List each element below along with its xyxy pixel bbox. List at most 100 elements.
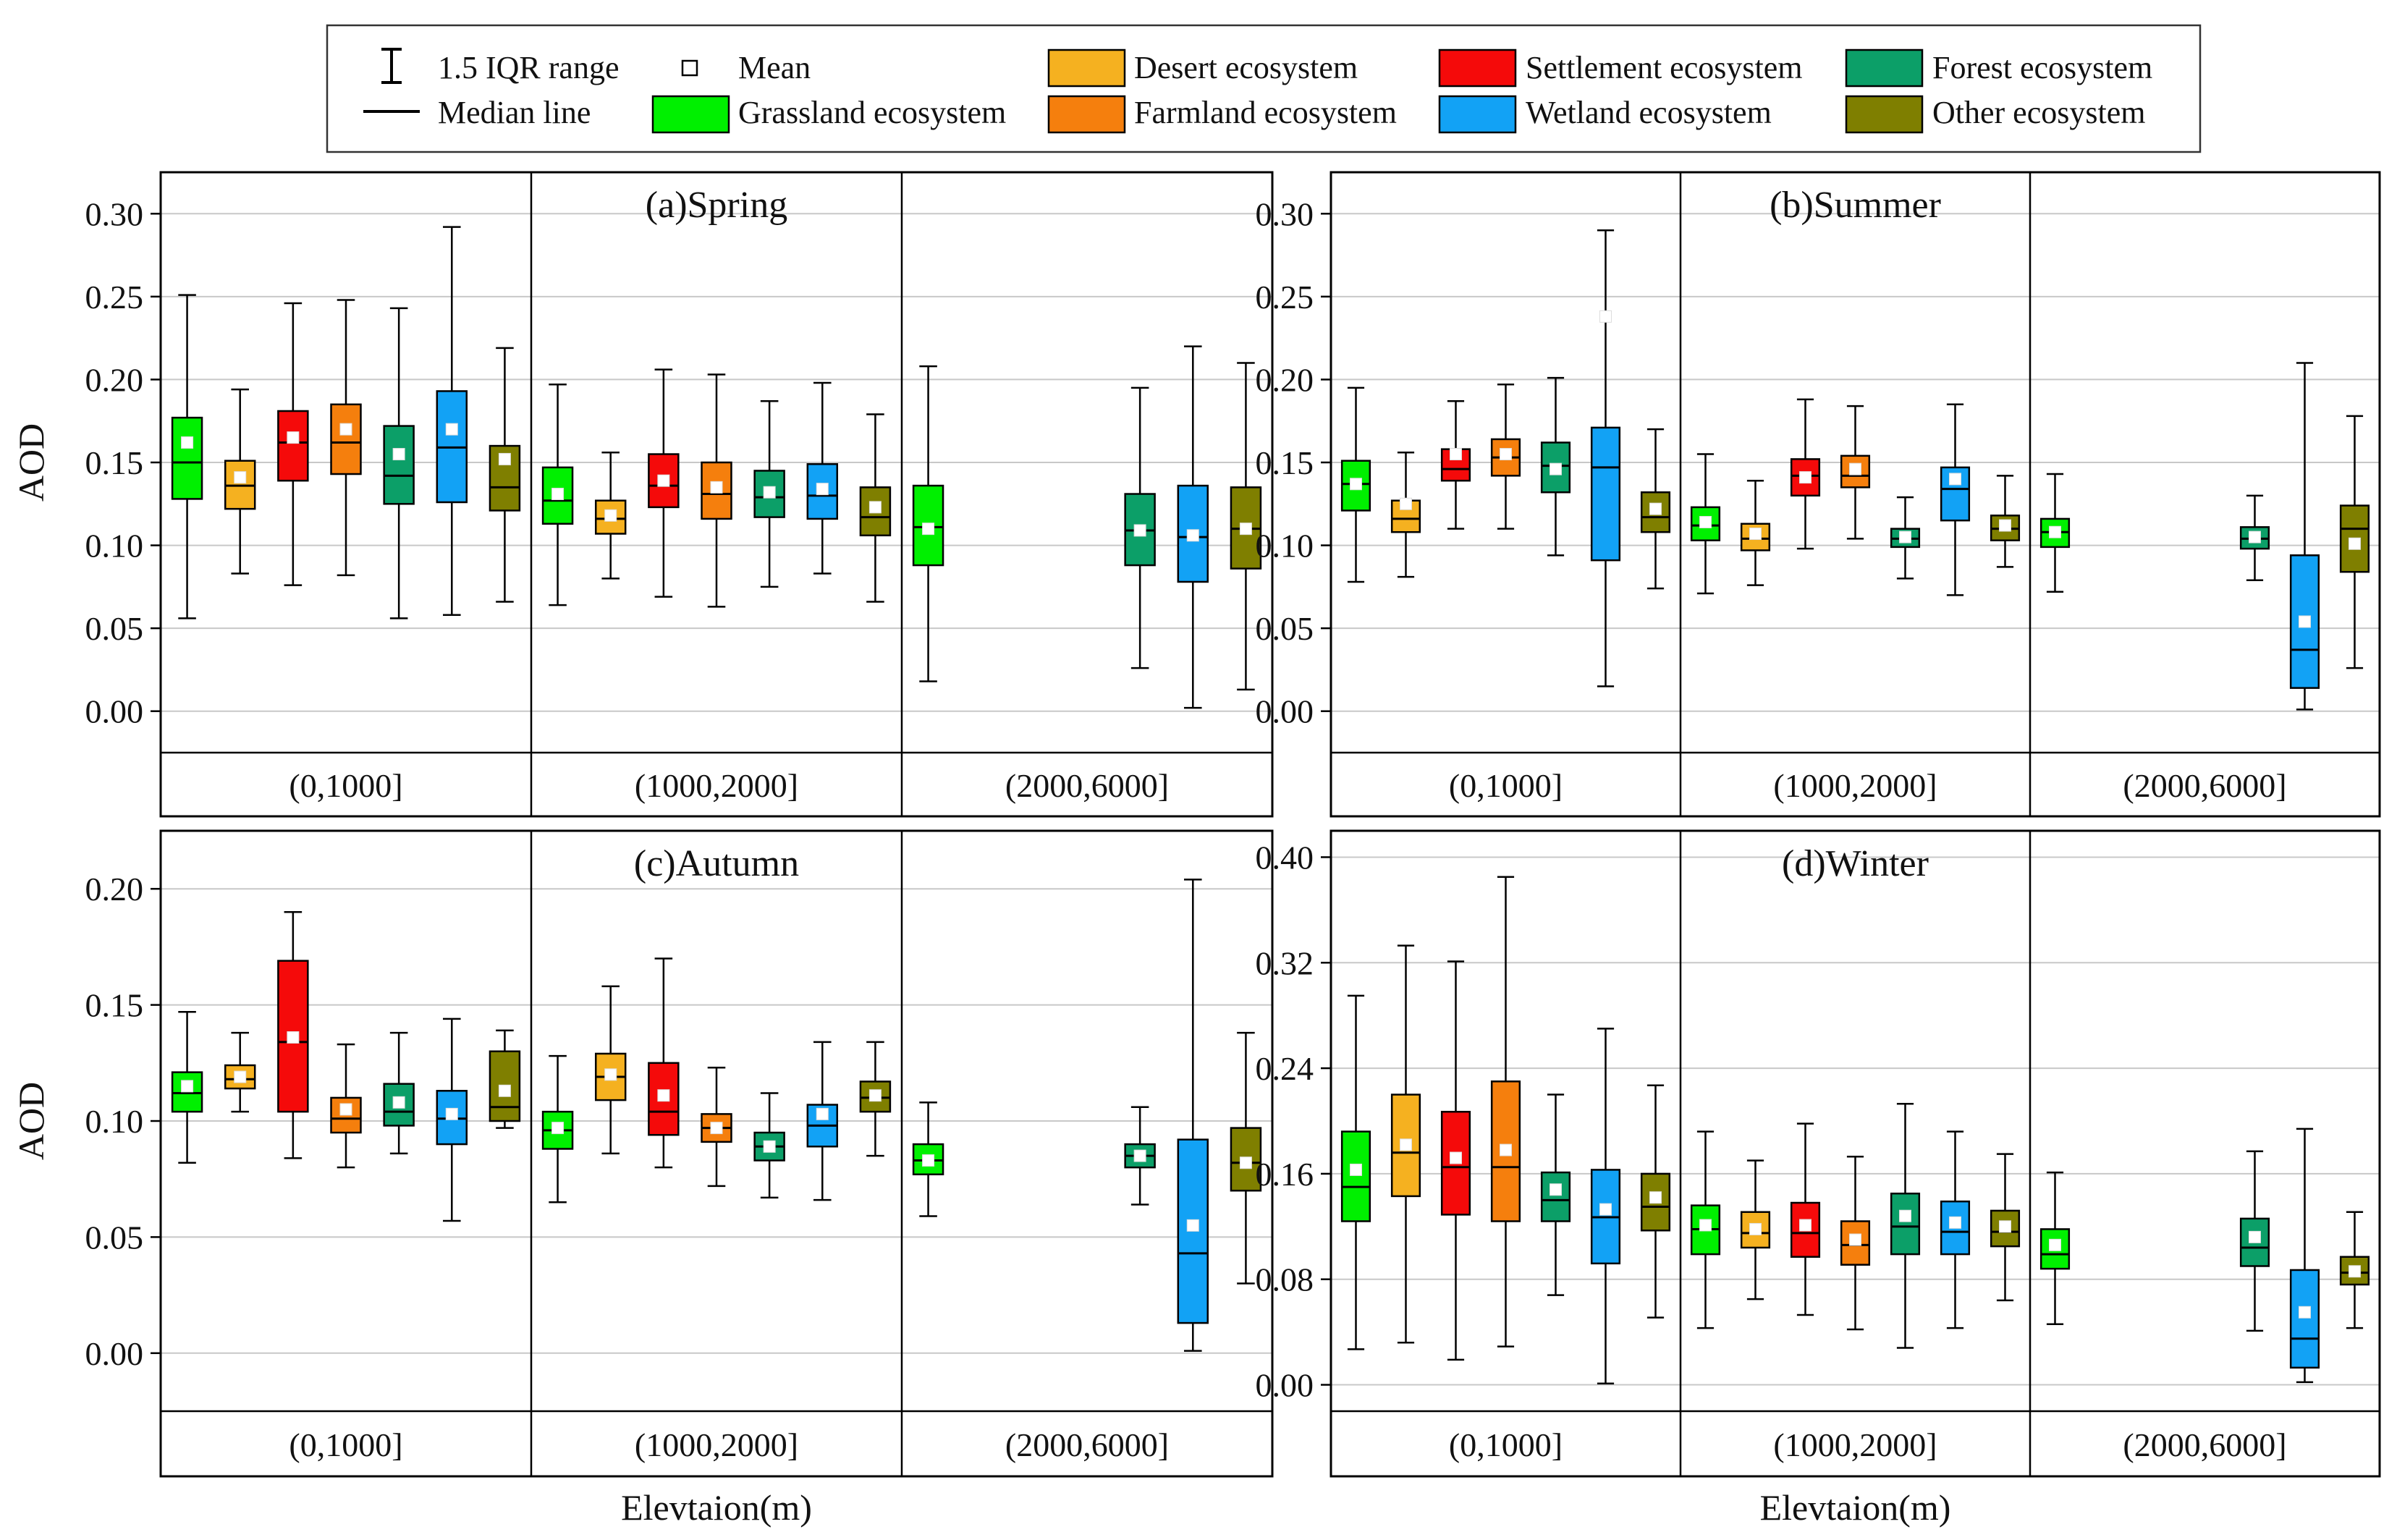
- box-grassland: [912, 365, 944, 682]
- mean-marker: [816, 1107, 829, 1120]
- mean-marker: [392, 1096, 405, 1109]
- mean-marker: [1849, 462, 1861, 475]
- box-body: [330, 403, 362, 475]
- mean-marker: [2049, 1238, 2061, 1251]
- box-grassland: [2039, 473, 2071, 593]
- box-other: [489, 1029, 521, 1129]
- panel-1: 0.00 0.05 0.10 0.15 0.20 0.25 0.30 (0,1000] (100…: [11, 171, 1274, 818]
- group-label: (1000,2000]: [1773, 1426, 1937, 1463]
- box-grassland: [1690, 453, 1721, 595]
- mean-marker: [922, 522, 935, 536]
- mean-marker: [657, 474, 670, 487]
- box-farmland: [1490, 384, 1521, 530]
- box-grassland: [912, 1101, 944, 1217]
- box-settlement: [1790, 1122, 1821, 1316]
- mean-marker: [1999, 519, 2011, 532]
- mean-marker: [234, 1070, 247, 1083]
- mean-marker: [710, 481, 723, 494]
- mean-marker: [234, 471, 247, 484]
- box-farmland: [330, 299, 362, 577]
- box-grassland: [2039, 1171, 2071, 1325]
- group-label: (1000,2000]: [1773, 767, 1937, 804]
- mean-marker: [2349, 1265, 2361, 1278]
- box-body: [1890, 1193, 1921, 1256]
- box-body: [1940, 1200, 1971, 1256]
- box-settlement: [277, 911, 309, 1159]
- box-other: [859, 413, 892, 603]
- mean-marker: [287, 431, 300, 444]
- y-tick-label: 0.30: [1256, 195, 1314, 232]
- box-settlement: [1790, 398, 1821, 550]
- mean-marker: [445, 423, 458, 436]
- mean-marker: [710, 1122, 723, 1135]
- mean-marker: [1500, 448, 1512, 461]
- mean-marker: [1599, 310, 1612, 323]
- box-farmland: [1840, 405, 1871, 540]
- legend-swatch-desert: [1047, 48, 1126, 88]
- box-settlement: [1440, 960, 1471, 1361]
- mean-marker: [1400, 497, 1412, 510]
- legend-label-farmland: Farmland ecosystem: [1134, 95, 1397, 130]
- box-desert: [1390, 944, 1421, 1344]
- box-forest: [753, 399, 785, 588]
- box-body: [2289, 1269, 2320, 1369]
- y-tick-label: 0.20: [85, 361, 144, 398]
- mean-marker: [1239, 1156, 1252, 1169]
- y-axis-label: AOD: [11, 423, 51, 502]
- mean-marker: [1186, 529, 1199, 542]
- legend-swatch-forest: [1845, 48, 1924, 88]
- box-body: [701, 461, 732, 520]
- mean-marker: [2299, 1306, 2311, 1319]
- panel-2: 0.00 0.05 0.10 0.15 0.20 0.25 0.30 (0,1000] (100…: [1256, 171, 2381, 818]
- box-wetland: [436, 226, 468, 617]
- box-other: [1230, 362, 1262, 691]
- box-forest: [1540, 376, 1571, 557]
- mean-marker: [2299, 615, 2311, 628]
- panel-3: 0.00 0.05 0.10 0.15 0.20 (0,1000] (1000,2000] (…: [11, 829, 1274, 1528]
- mean-marker: [1350, 1163, 1362, 1176]
- box-other: [1640, 428, 1671, 590]
- y-tick-label: 0.10: [85, 528, 144, 564]
- box-farmland: [1840, 1155, 1871, 1331]
- box-other: [1230, 1031, 1262, 1285]
- mean-marker: [392, 448, 405, 461]
- mean-marker: [339, 1103, 352, 1116]
- mean-marker: [1749, 1222, 1762, 1235]
- mean-marker: [604, 509, 617, 522]
- x-axis-label: Elevtaion(m): [1760, 1487, 1951, 1528]
- legend-swatch-farmland: [1047, 95, 1126, 134]
- group-label: (0,1000]: [1449, 1426, 1563, 1463]
- legend-label-desert: Desert ecosystem: [1134, 50, 1358, 85]
- group-label: (2000,6000]: [1005, 767, 1169, 804]
- box-desert: [594, 452, 627, 580]
- box-body: [2339, 504, 2370, 573]
- box-settlement: [648, 957, 680, 1169]
- mean-marker: [1799, 1219, 1812, 1232]
- mean-marker: [763, 1140, 776, 1153]
- box-wetland: [806, 381, 839, 575]
- panel-frame: [1329, 171, 2381, 818]
- box-grassland: [1340, 994, 1371, 1350]
- legend-iqr-symbol: [381, 48, 402, 84]
- box-forest: [383, 1031, 415, 1155]
- box-wetland: [1590, 1028, 1621, 1384]
- mean-marker: [2349, 537, 2361, 550]
- box-body: [277, 410, 309, 482]
- panel-title: (a)Spring: [646, 185, 787, 226]
- mean-marker: [1949, 1216, 1961, 1229]
- box-wetland: [1940, 1130, 1971, 1329]
- y-tick-label: 0.16: [1256, 1156, 1314, 1193]
- box-body: [1590, 426, 1621, 562]
- group-label: (2000,6000]: [1005, 1426, 1169, 1463]
- box-other: [489, 347, 521, 603]
- mean-marker: [498, 1084, 511, 1097]
- mean-marker: [763, 486, 776, 499]
- panels: 0.00 0.05 0.10 0.15 0.20 0.25 0.30 (0,1000] (100…: [11, 171, 2381, 1528]
- box-settlement: [648, 368, 680, 598]
- group-label: (0,1000]: [1449, 767, 1563, 804]
- mean-marker: [1649, 502, 1662, 515]
- y-tick-label: 0.15: [85, 444, 144, 481]
- box-farmland: [701, 1066, 732, 1188]
- legend-median-label: Median line: [438, 95, 591, 130]
- box-wetland: [806, 1041, 839, 1201]
